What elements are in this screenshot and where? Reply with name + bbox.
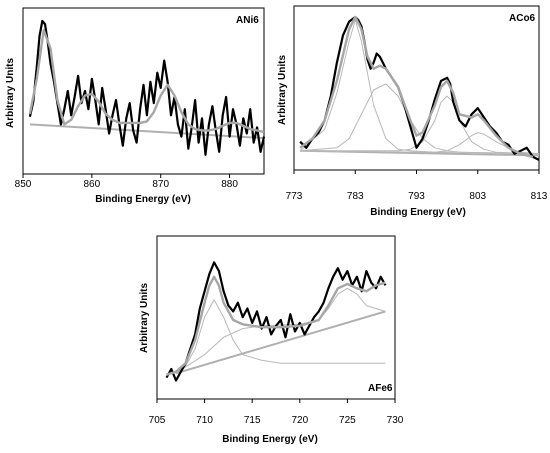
- panel-afe6-xlabel: Binding Energy (eV): [222, 434, 318, 445]
- panel-aco6-title: ACo6: [509, 13, 536, 24]
- fit-line: [166, 275, 386, 376]
- component-line: [175, 299, 386, 374]
- experimental-line: [165, 261, 387, 382]
- panel-ani6-xlabel: Binding Energy (eV): [95, 194, 191, 205]
- panel-aco6: ACo6 Arbitrary Units Binding Energy (eV)…: [277, 5, 548, 218]
- x-tick-label: 880: [221, 179, 238, 190]
- experimental-line: [28, 19, 266, 156]
- x-tick-label: 860: [84, 179, 101, 190]
- x-tick-label: 793: [408, 191, 425, 202]
- x-tick-label: 773: [286, 191, 303, 202]
- panel-afe6: AFe6 Arbitrary Units Binding Energy (eV)…: [139, 235, 404, 445]
- x-tick-label: 710: [196, 415, 213, 426]
- x-tick-label: 850: [15, 179, 32, 190]
- x-tick-label: 725: [339, 415, 356, 426]
- panel-ani6-frame: [22, 7, 265, 175]
- fit-line: [299, 15, 534, 159]
- panel-ani6: ANi6 Arbitrary Units Binding Energy (eV)…: [5, 7, 266, 205]
- panel-afe6-ylabel: Arbitrary Units: [139, 283, 150, 353]
- panel-aco6-ylabel: Arbitrary Units: [277, 55, 288, 125]
- x-tick-label: 813: [531, 191, 548, 202]
- x-tick-label: 705: [149, 415, 166, 426]
- panel-ani6-title: ANi6: [236, 15, 259, 26]
- x-tick-label: 730: [387, 415, 404, 426]
- x-tick-label: 715: [244, 415, 261, 426]
- x-tick-label: 783: [347, 191, 364, 202]
- panel-afe6-title: AFe6: [368, 383, 393, 394]
- component-line: [300, 95, 540, 155]
- x-tick-label: 803: [469, 191, 486, 202]
- baseline-line: [175, 310, 386, 375]
- x-tick-label: 720: [291, 415, 308, 426]
- x-tick-label: 870: [152, 179, 169, 190]
- component-line: [175, 287, 386, 374]
- baseline-line: [29, 123, 265, 140]
- panel-aco6-xlabel: Binding Energy (eV): [370, 207, 466, 218]
- panel-ani6-ylabel: Arbitrary Units: [5, 58, 16, 128]
- fit-line: [28, 29, 265, 134]
- experimental-line: [299, 15, 540, 161]
- panel-afe6-frame: [156, 235, 396, 400]
